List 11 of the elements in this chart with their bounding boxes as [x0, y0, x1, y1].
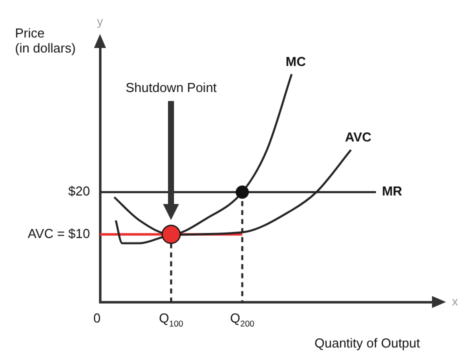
text: x — [452, 294, 458, 308]
series-label: AVC — [344, 129, 372, 144]
y-axis-title: Price (in dollars) — [15, 26, 76, 56]
y-tick-label: $20 — [68, 184, 90, 199]
text: y — [97, 14, 103, 28]
series-label: MR — [382, 184, 403, 199]
y-tick-label: AVC = $10 — [28, 226, 90, 241]
x-axis-title: Quantity of Output — [314, 336, 420, 351]
annotation: Shutdown Point — [126, 80, 218, 95]
series-label: MC — [286, 54, 306, 69]
x-tick-label: 0 — [93, 310, 101, 326]
